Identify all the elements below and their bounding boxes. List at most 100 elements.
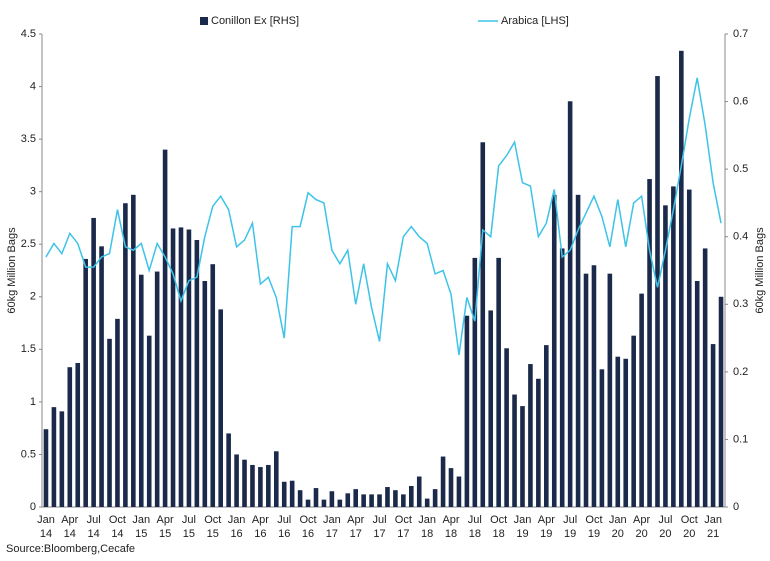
x-tick-label-line: 18 (445, 528, 457, 540)
y2-tick-label: 0.5 (733, 163, 748, 175)
x-tick-label-line: Apr (347, 514, 364, 526)
x-tick-label-line: Oct (490, 514, 507, 526)
bar (210, 264, 216, 507)
bar (353, 489, 359, 507)
bar (250, 464, 255, 507)
x-tick-label: Apr 14 (61, 514, 78, 540)
x-tick-label: Jan 21 (704, 514, 722, 540)
x-tick-label-line: 16 (230, 528, 242, 540)
y2-tick-label: 0.3 (733, 298, 748, 310)
x-tick-label-line: 14 (64, 528, 76, 540)
x-tick-label: Jan 18 (418, 514, 436, 540)
bar (162, 149, 168, 507)
bar (99, 246, 104, 507)
x-tick-label: Jul 14 (87, 514, 101, 540)
x-tick-label-line: Oct (681, 514, 698, 526)
x-tick-label-line: Apr (442, 514, 459, 526)
bar (75, 362, 81, 507)
x-tick-label-line: Oct (299, 514, 316, 526)
bar (544, 345, 549, 507)
y2-tick-label: 0.6 (733, 95, 748, 107)
x-tick-label-line: Jan (132, 514, 150, 526)
x-tick-label-line: Oct (395, 514, 412, 526)
x-tick-label-line: 18 (493, 528, 505, 540)
bar (456, 476, 462, 507)
bar (59, 411, 65, 507)
y2-tick-label: 0 (733, 501, 739, 513)
x-tick-label-line: 16 (278, 528, 290, 540)
x-tick-label-line: 15 (207, 528, 219, 540)
y2-tick-label: 0.4 (733, 231, 748, 243)
x-tick-label-line: Oct (109, 514, 126, 526)
x-tick-label-line: Jul (372, 514, 386, 526)
y2-tick-label: 0.1 (733, 433, 748, 445)
x-tick-label-line: Apr (252, 514, 269, 526)
x-tick-label: Apr 18 (442, 514, 459, 540)
bar (115, 318, 120, 507)
x-tick-label: Oct 17 (395, 514, 412, 540)
bar (432, 489, 438, 507)
x-tick-label-line: 20 (683, 528, 695, 540)
x-tick-label-line: 15 (135, 528, 147, 540)
bar (138, 274, 144, 507)
y2-tick-label: 0.2 (733, 366, 748, 378)
bar (401, 494, 406, 507)
x-tick-label: Jan 17 (323, 514, 341, 540)
bar (297, 490, 303, 507)
x-tick-label-line: Apr (61, 514, 78, 526)
bar (512, 394, 517, 507)
x-tick-label-line: Apr (157, 514, 174, 526)
x-tick-label: Apr 16 (252, 514, 269, 540)
x-tick-label: Jan 16 (228, 514, 246, 540)
x-tick-label-line: Jan (609, 514, 627, 526)
x-tick-label-line: Oct (585, 514, 602, 526)
bar (91, 217, 96, 507)
bar (123, 203, 128, 507)
bar (154, 271, 160, 507)
x-tick-label: Jul 20 (658, 514, 672, 540)
y-tick-label: 3.5 (21, 133, 36, 145)
x-tick-label: Oct 18 (490, 514, 507, 540)
x-tick-label-line: 14 (40, 528, 52, 540)
bar (226, 433, 231, 507)
legend-label: Conillon Ex [RHS] (211, 15, 299, 27)
y-tick-label: 1.5 (21, 343, 36, 355)
bar (615, 356, 621, 507)
x-tick-label-line: Apr (633, 514, 650, 526)
bar (607, 273, 613, 507)
x-tick-label-line: Jul (277, 514, 291, 526)
bar (194, 240, 200, 508)
x-tick-label: Oct 19 (585, 514, 602, 540)
x-tick-label-line: 14 (111, 528, 123, 540)
bar (559, 248, 565, 507)
bar (361, 494, 366, 507)
x-tick-label-line: Jul (658, 514, 672, 526)
x-tick-label-line: 15 (159, 528, 171, 540)
x-tick-label-line: Jan (228, 514, 246, 526)
x-tick-label-line: 17 (397, 528, 409, 540)
y-tick-label: 4 (30, 80, 36, 92)
bar (43, 429, 49, 507)
x-tick-label-line: Oct (204, 514, 221, 526)
x-tick-label-line: Jan (704, 514, 722, 526)
y-tick-label: 1 (30, 396, 36, 408)
x-tick-label-line: 19 (588, 528, 600, 540)
bar (202, 281, 208, 507)
x-tick-label-line: 20 (659, 528, 671, 540)
bar (385, 487, 390, 507)
bar (663, 205, 668, 507)
y-tick-label: 3 (30, 186, 36, 198)
y-tick-label: 4.5 (21, 28, 36, 40)
bar (702, 248, 708, 507)
x-tick-label-line: Jul (563, 514, 577, 526)
x-tick-label: Jul 15 (182, 514, 196, 540)
y-axis-label: 60kg Million Bags (6, 227, 18, 314)
x-tick-label: Apr 19 (538, 514, 555, 540)
bar (234, 454, 239, 507)
bar (186, 229, 192, 508)
x-tick-label-line: 19 (516, 528, 528, 540)
x-tick-label-line: 15 (183, 528, 195, 540)
bar (567, 101, 573, 507)
bar (289, 480, 295, 507)
bar (408, 485, 414, 507)
